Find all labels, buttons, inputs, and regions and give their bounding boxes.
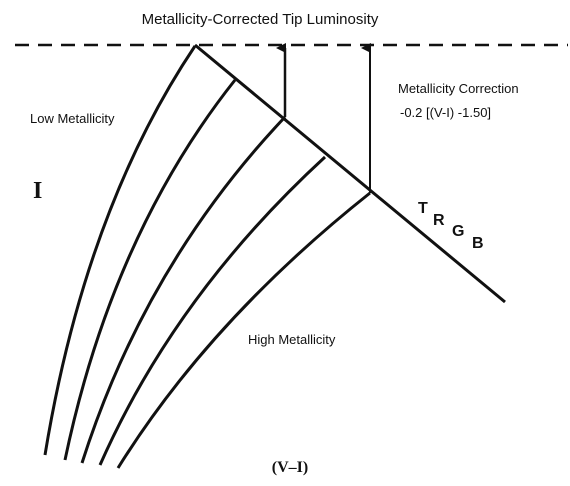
trgb-letter: T <box>418 200 428 217</box>
isochrone <box>43 45 197 456</box>
isochrone <box>116 191 371 469</box>
isochrone <box>63 79 237 461</box>
trgb-letter: B <box>472 235 484 252</box>
trgb-line <box>194 43 506 304</box>
trgb-letter: G <box>452 223 464 240</box>
x-axis-label: (V–I) <box>272 459 308 476</box>
isochrone <box>98 155 327 466</box>
high-label: High Metallicity <box>248 332 336 347</box>
correction-title: Metallicity Correction <box>398 81 519 96</box>
isochrone <box>80 115 287 464</box>
y-axis-label: I <box>33 178 42 204</box>
trgb-letter: R <box>433 212 445 229</box>
title: Metallicity-Corrected Tip Luminosity <box>142 11 379 28</box>
correction-formula: -0.2 [(V-I) -1.50] <box>400 105 491 120</box>
low-label: Low Metallicity <box>30 111 115 126</box>
